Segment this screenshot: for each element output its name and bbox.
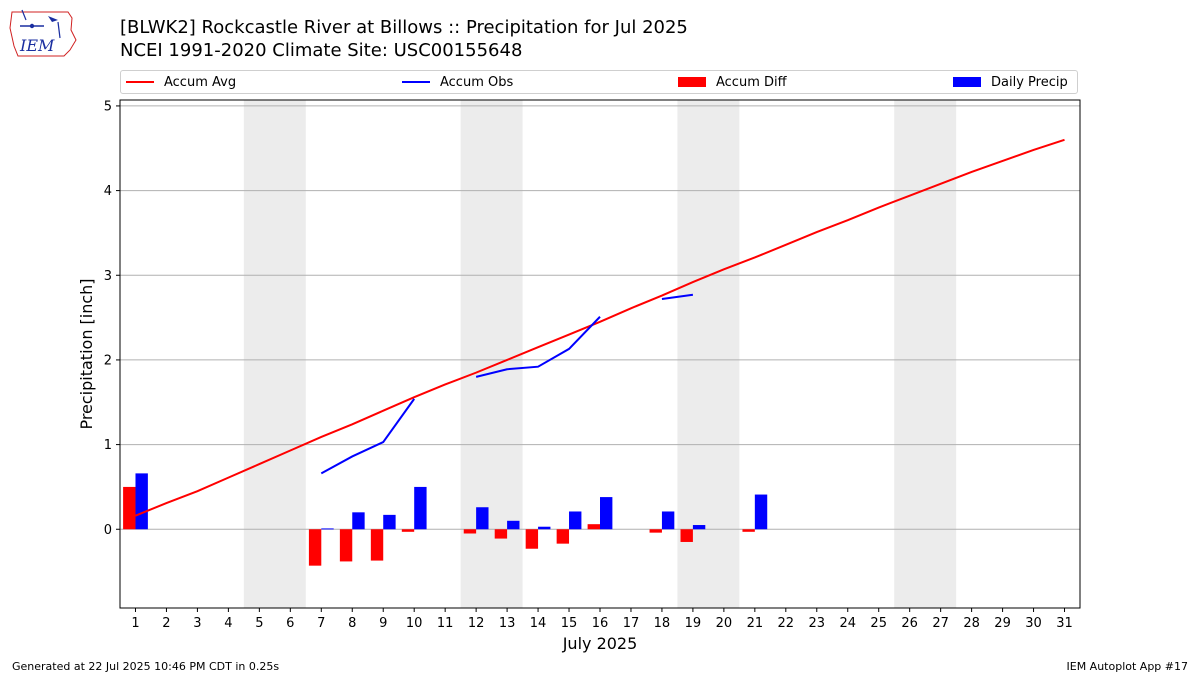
legend-swatch-daily-precip bbox=[953, 77, 981, 87]
x-tick-label-9: 9 bbox=[379, 616, 387, 631]
bar-daily-precip-day-14 bbox=[538, 526, 551, 530]
bar-daily-precip-day-13 bbox=[507, 520, 520, 530]
bar-daily-precip-day-18 bbox=[661, 511, 675, 530]
x-tick-label-14: 14 bbox=[530, 616, 547, 631]
chart-legend: Accum Avg Accum Obs Accum Diff Daily Pre… bbox=[120, 70, 1078, 94]
legend-item-accum-obs: Accum Obs bbox=[402, 71, 513, 93]
x-tick-label-30: 30 bbox=[1025, 616, 1042, 631]
bar-accum-diff-day-14 bbox=[525, 529, 539, 549]
x-tick-label-5: 5 bbox=[255, 616, 263, 631]
x-tick-label-29: 29 bbox=[994, 616, 1011, 631]
bar-accum-diff-day-21 bbox=[742, 529, 755, 532]
y-tick-label-4: 4 bbox=[104, 184, 112, 199]
bar-daily-precip-day-7 bbox=[321, 528, 334, 530]
footer-app-id: IEM Autoplot App #17 bbox=[1066, 660, 1189, 673]
x-tick-label-23: 23 bbox=[809, 616, 826, 631]
weekend-band-1 bbox=[243, 100, 306, 608]
x-tick-label-19: 19 bbox=[685, 616, 702, 631]
weekend-band-3 bbox=[677, 100, 740, 608]
bar-accum-diff-day-19 bbox=[680, 529, 693, 542]
legend-label-accum-obs: Accum Obs bbox=[440, 74, 514, 90]
x-tick-label-18: 18 bbox=[654, 616, 671, 631]
x-tick-label-12: 12 bbox=[468, 616, 485, 631]
series-lines bbox=[135, 138, 1065, 517]
y-tick-label-0: 0 bbox=[104, 523, 112, 538]
bar-accum-diff-day-12 bbox=[463, 529, 477, 534]
legend-swatch-accum-avg bbox=[126, 81, 154, 83]
bar-accum-diff-day-16 bbox=[587, 524, 600, 530]
x-tick-label-22: 22 bbox=[778, 616, 795, 631]
line-accum-obs-segment-3 bbox=[661, 293, 694, 300]
line-accum-avg-segment-1 bbox=[135, 138, 1065, 517]
bar-daily-precip-day-1 bbox=[135, 473, 148, 530]
legend-item-daily-precip: Daily Precip bbox=[953, 71, 1068, 93]
legend-swatch-accum-diff bbox=[678, 77, 706, 87]
bar-accum-diff-day-13 bbox=[494, 529, 508, 539]
x-tick-label-1: 1 bbox=[131, 616, 139, 631]
bar-accum-diff-day-9 bbox=[370, 529, 384, 561]
bar-accum-diff-day-8 bbox=[339, 529, 353, 562]
x-tick-label-8: 8 bbox=[348, 616, 356, 631]
legend-swatch-accum-obs bbox=[402, 81, 430, 83]
x-tick-label-31: 31 bbox=[1056, 616, 1073, 631]
legend-label-accum-diff: Accum Diff bbox=[716, 74, 787, 90]
weekend-band-2 bbox=[460, 100, 523, 608]
line-accum-obs-segment-1 bbox=[320, 398, 416, 475]
x-tick-label-16: 16 bbox=[592, 616, 609, 631]
bar-daily-precip-day-9 bbox=[383, 514, 396, 530]
x-tick-label-21: 21 bbox=[747, 616, 764, 631]
x-tick-label-20: 20 bbox=[716, 616, 733, 631]
x-tick-label-15: 15 bbox=[561, 616, 578, 631]
x-tick-label-11: 11 bbox=[437, 616, 454, 631]
bar-accum-diff-day-1 bbox=[123, 486, 136, 530]
bar-accum-diff-day-10 bbox=[401, 529, 415, 532]
weekend-bands bbox=[243, 100, 957, 608]
bar-daily-precip-day-12 bbox=[476, 507, 489, 530]
chart-subtitle: NCEI 1991-2020 Climate Site: USC00155648 bbox=[120, 40, 523, 61]
y-tick-label-3: 3 bbox=[104, 269, 112, 284]
x-tick-label-7: 7 bbox=[317, 616, 325, 631]
y-tick-label-5: 5 bbox=[104, 99, 112, 114]
x-tick-label-17: 17 bbox=[623, 616, 640, 631]
bar-daily-precip-day-15 bbox=[569, 511, 582, 530]
x-tick-label-26: 26 bbox=[901, 616, 918, 631]
bar-accum-diff-day-15 bbox=[556, 529, 570, 544]
x-axis-label: July 2025 bbox=[562, 634, 638, 653]
legend-label-daily-precip: Daily Precip bbox=[991, 74, 1068, 90]
x-tick-label-6: 6 bbox=[286, 616, 294, 631]
bar-daily-precip-day-19 bbox=[692, 525, 706, 530]
y-tick-label-2: 2 bbox=[104, 353, 112, 368]
grid-lines bbox=[120, 105, 1080, 530]
x-tick-label-24: 24 bbox=[839, 616, 856, 631]
bar-daily-precip-day-10 bbox=[414, 486, 427, 530]
weekend-band-4 bbox=[894, 100, 957, 608]
legend-item-accum-avg: Accum Avg bbox=[126, 71, 236, 93]
x-tick-label-3: 3 bbox=[193, 616, 201, 631]
bar-accum-diff-day-7 bbox=[308, 529, 322, 566]
y-tick-label-1: 1 bbox=[104, 438, 112, 453]
bar-daily-precip-day-16 bbox=[600, 497, 613, 530]
y-axis-label: Precipitation [inch] bbox=[77, 278, 96, 429]
plot-frame bbox=[119, 99, 1081, 609]
footer-generated: Generated at 22 Jul 2025 10:46 PM CDT in… bbox=[12, 660, 280, 673]
bar-accum-diff-day-18 bbox=[649, 529, 662, 533]
x-tick-label-28: 28 bbox=[963, 616, 980, 631]
bar-daily-precip-day-21 bbox=[754, 494, 768, 530]
iem-logo: IEM bbox=[9, 9, 77, 57]
x-tick-label-27: 27 bbox=[932, 616, 949, 631]
x-tick-label-13: 13 bbox=[499, 616, 516, 631]
x-tick-label-10: 10 bbox=[406, 616, 423, 631]
x-tick-label-25: 25 bbox=[870, 616, 887, 631]
legend-item-accum-diff: Accum Diff bbox=[678, 71, 787, 93]
legend-label-accum-avg: Accum Avg bbox=[164, 74, 237, 90]
bars bbox=[123, 473, 768, 566]
chart-title: [BLWK2] Rockcastle River at Billows :: P… bbox=[120, 17, 688, 38]
line-accum-obs-segment-2 bbox=[475, 316, 601, 378]
x-tick-label-2: 2 bbox=[162, 616, 170, 631]
bar-daily-precip-day-8 bbox=[352, 512, 365, 530]
x-tick-label-4: 4 bbox=[224, 616, 232, 631]
svg-text:IEM: IEM bbox=[19, 36, 55, 55]
